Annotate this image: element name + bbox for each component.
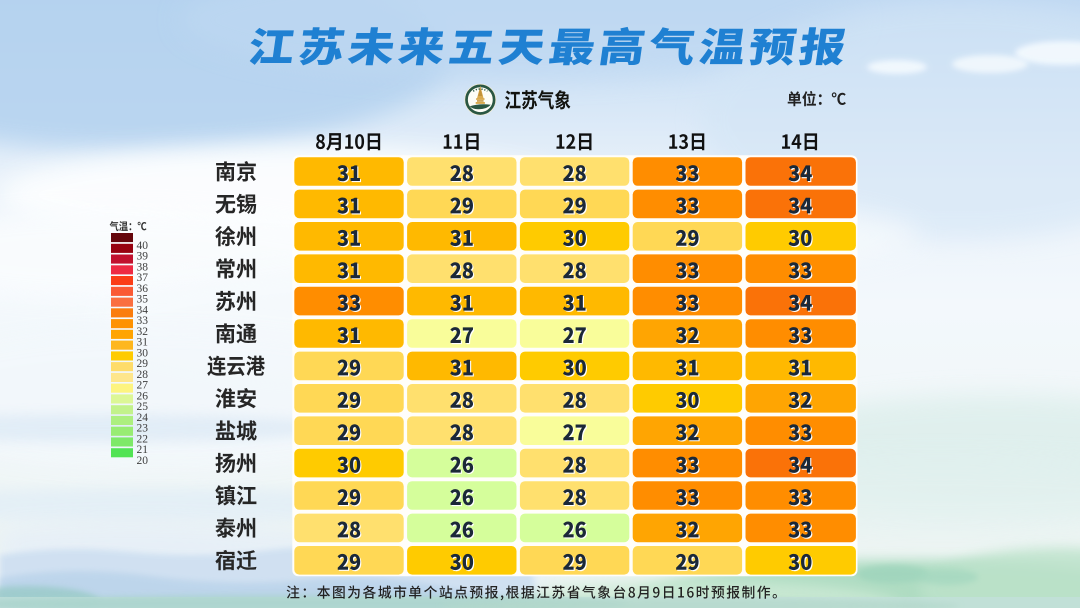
svg-text:34: 34 — [137, 304, 149, 316]
svg-text:36: 36 — [137, 283, 149, 295]
svg-text:27: 27 — [137, 380, 149, 392]
svg-text:37: 37 — [137, 272, 149, 284]
svg-text:39: 39 — [137, 251, 149, 263]
svg-text:21: 21 — [137, 444, 149, 456]
svg-text:20: 20 — [137, 455, 149, 467]
svg-text:26: 26 — [137, 390, 149, 402]
svg-text:28: 28 — [137, 369, 149, 381]
svg-text:22: 22 — [137, 434, 149, 446]
svg-text:25: 25 — [137, 401, 149, 413]
svg-text:32: 32 — [137, 326, 149, 338]
svg-text:31: 31 — [137, 337, 149, 349]
svg-text:24: 24 — [137, 412, 149, 424]
svg-text:40: 40 — [137, 240, 149, 252]
svg-text:38: 38 — [137, 261, 149, 273]
svg-text:23: 23 — [137, 423, 149, 435]
svg-text:35: 35 — [137, 294, 149, 306]
svg-text:29: 29 — [137, 358, 149, 370]
svg-text:33: 33 — [137, 315, 149, 327]
svg-text:30: 30 — [137, 347, 149, 359]
